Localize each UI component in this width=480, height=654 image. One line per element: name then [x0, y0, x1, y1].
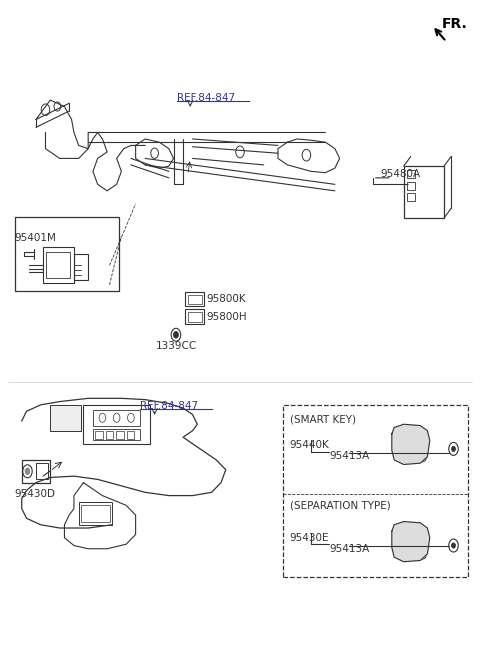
- Bar: [403, 534, 409, 552]
- Bar: [93, 429, 140, 441]
- Circle shape: [174, 332, 179, 338]
- Bar: [397, 436, 405, 453]
- Polygon shape: [392, 424, 430, 464]
- Bar: [407, 182, 415, 190]
- Text: 95800H: 95800H: [207, 311, 247, 322]
- Bar: [188, 294, 202, 304]
- Bar: [79, 502, 112, 525]
- Bar: [411, 534, 417, 552]
- Text: 95413A: 95413A: [329, 543, 370, 554]
- Bar: [116, 431, 124, 439]
- Bar: [36, 463, 48, 479]
- Text: 95413A: 95413A: [329, 451, 370, 461]
- Bar: [106, 431, 113, 439]
- Bar: [96, 431, 103, 439]
- Bar: [404, 166, 444, 218]
- Text: 95800K: 95800K: [207, 294, 246, 304]
- Text: (SEPARATION TYPE): (SEPARATION TYPE): [290, 501, 391, 511]
- Circle shape: [452, 543, 456, 548]
- Bar: [188, 312, 202, 322]
- Circle shape: [419, 451, 426, 462]
- Circle shape: [419, 549, 426, 559]
- Polygon shape: [392, 521, 430, 562]
- Bar: [185, 292, 204, 306]
- Bar: [47, 252, 70, 279]
- Bar: [14, 216, 119, 291]
- Bar: [407, 194, 415, 201]
- Bar: [407, 170, 415, 178]
- Circle shape: [25, 468, 30, 475]
- Text: 95430D: 95430D: [14, 489, 56, 498]
- Text: REF.84-847: REF.84-847: [140, 401, 199, 411]
- Bar: [283, 405, 468, 577]
- Text: 95440K: 95440K: [290, 440, 330, 450]
- Bar: [74, 254, 88, 280]
- Text: (SMART KEY): (SMART KEY): [290, 414, 356, 424]
- Bar: [396, 534, 402, 552]
- Text: 95401M: 95401M: [14, 233, 57, 243]
- Bar: [84, 405, 150, 443]
- Circle shape: [452, 446, 456, 451]
- Bar: [407, 436, 415, 453]
- Bar: [81, 506, 109, 521]
- Bar: [417, 436, 424, 453]
- Bar: [127, 431, 134, 439]
- Bar: [22, 460, 50, 483]
- Bar: [43, 247, 74, 283]
- Bar: [185, 309, 204, 324]
- Text: 1339CC: 1339CC: [156, 341, 197, 351]
- Text: 95480A: 95480A: [380, 169, 420, 179]
- Bar: [50, 405, 81, 431]
- Bar: [93, 410, 140, 426]
- Bar: [419, 534, 424, 552]
- Text: REF.84-847: REF.84-847: [178, 93, 236, 103]
- Text: FR.: FR.: [442, 16, 468, 31]
- Text: 95430E: 95430E: [290, 533, 329, 543]
